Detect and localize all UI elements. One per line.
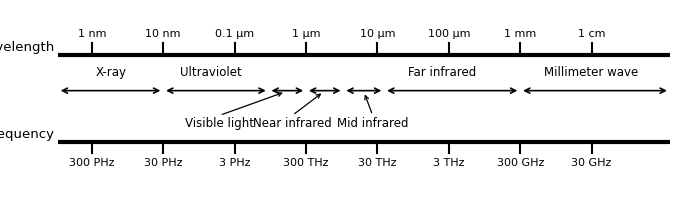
Text: 1 mm: 1 mm (504, 29, 537, 39)
Text: 1 nm: 1 nm (78, 29, 106, 39)
Text: Wavelength: Wavelength (0, 41, 54, 54)
Text: 10 μm: 10 μm (360, 29, 395, 39)
Text: 300 GHz: 300 GHz (496, 158, 544, 168)
Text: 300 THz: 300 THz (284, 158, 328, 168)
Text: 10 nm: 10 nm (146, 29, 181, 39)
Text: Frequency: Frequency (0, 128, 54, 141)
Text: 0.1 μm: 0.1 μm (215, 29, 254, 39)
Text: Millimeter wave: Millimeter wave (545, 66, 639, 79)
Text: Near infrared: Near infrared (253, 117, 332, 130)
Text: Mid infrared: Mid infrared (337, 117, 409, 130)
Text: 300 PHz: 300 PHz (69, 158, 114, 168)
Text: Visible light: Visible light (185, 117, 254, 130)
Text: Ultraviolet: Ultraviolet (180, 66, 241, 79)
Text: 100 μm: 100 μm (428, 29, 470, 39)
Text: 3 THz: 3 THz (433, 158, 464, 168)
Text: 30 PHz: 30 PHz (144, 158, 182, 168)
Text: X-ray: X-ray (95, 66, 126, 79)
Text: Far infrared: Far infrared (408, 66, 476, 79)
Text: 1 μm: 1 μm (292, 29, 320, 39)
Text: 30 THz: 30 THz (358, 158, 396, 168)
Text: 1 cm: 1 cm (578, 29, 605, 39)
Text: 3 PHz: 3 PHz (219, 158, 250, 168)
Text: 30 GHz: 30 GHz (571, 158, 612, 168)
